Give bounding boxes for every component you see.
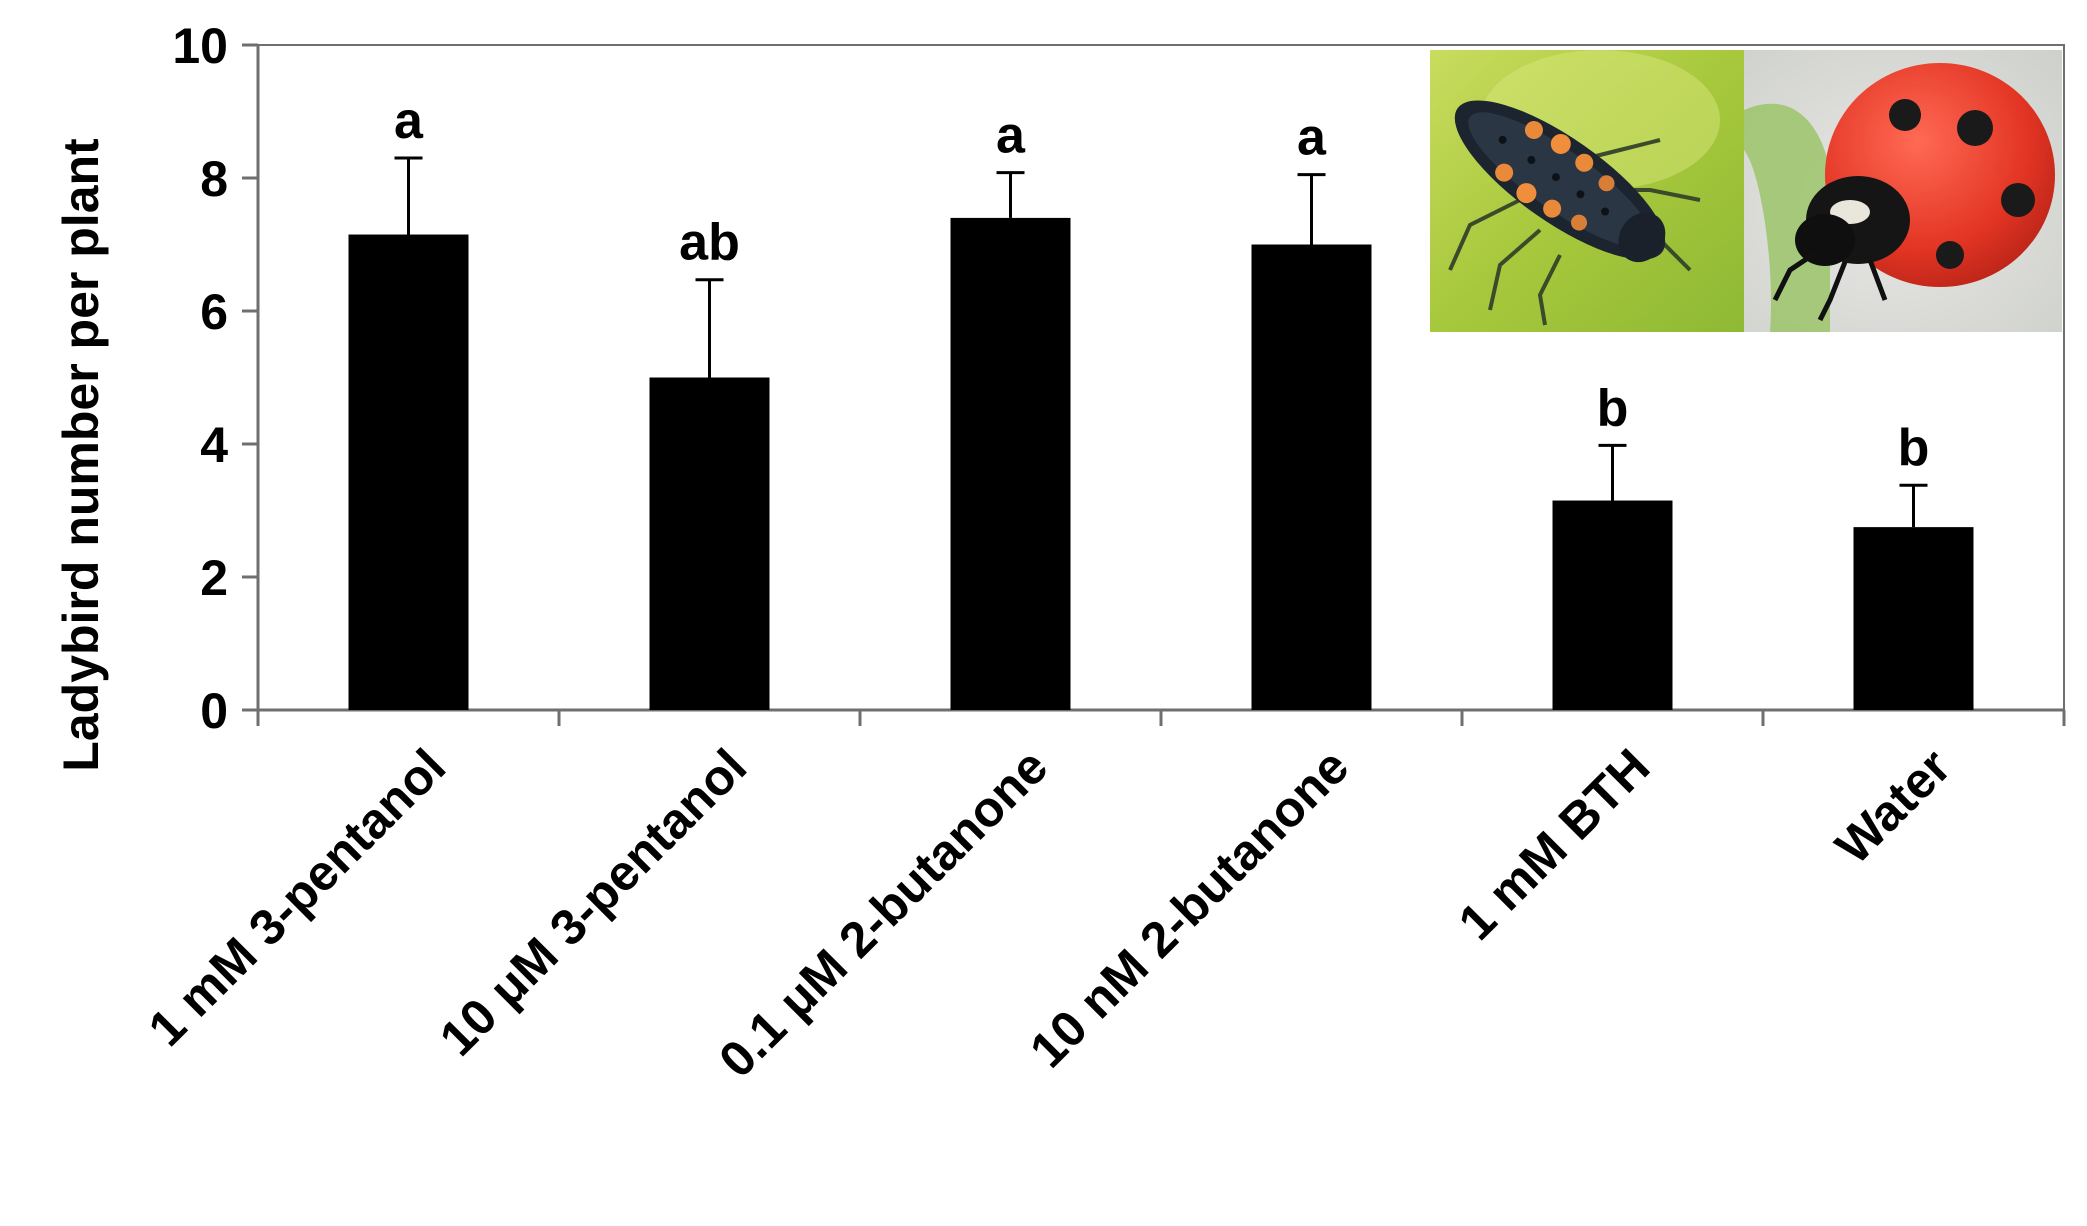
bar [1853, 527, 1974, 710]
bar [649, 377, 770, 710]
bar [348, 234, 469, 710]
x-axis-ticks [256, 710, 2066, 726]
y-tick-label: 0 [200, 683, 228, 739]
ladybird-adult-photo [1744, 50, 2062, 332]
x-tick-label: 1 mM 3-pentanol [138, 738, 457, 1057]
x-tick-label: 0.1 μM 2-butanone [708, 738, 1058, 1088]
bars-group [348, 217, 1974, 710]
significance-letter: b [1898, 419, 1930, 477]
bar [950, 217, 1071, 710]
x-tick-label: Water [1825, 738, 1962, 875]
y-tick-label: 2 [200, 550, 228, 606]
y-tick-label: 4 [200, 417, 228, 473]
bar [1251, 244, 1372, 710]
significance-letter: ab [679, 214, 740, 272]
significance-letter: a [394, 92, 424, 150]
y-tick-label: 10 [172, 18, 228, 74]
y-tick-label: 8 [200, 151, 228, 207]
significance-letter: a [1297, 109, 1327, 167]
ladybird-larva-photo [1430, 50, 1744, 332]
x-tick-label: 10 μM 3-pentanol [429, 738, 757, 1066]
y-tick-label: 6 [200, 284, 228, 340]
y-axis-label: Ladybird number per plant [53, 138, 109, 772]
error-bars-group [394, 156, 1928, 528]
bar [1552, 500, 1673, 710]
y-axis-ticks: 0 2 4 6 8 10 [172, 18, 258, 739]
significance-letter: a [996, 107, 1026, 165]
x-tick-label: 10 nM 2-butanone [1019, 738, 1359, 1078]
significance-letter: b [1597, 379, 1629, 437]
x-tick-label: 1 mM BTH [1448, 738, 1660, 950]
